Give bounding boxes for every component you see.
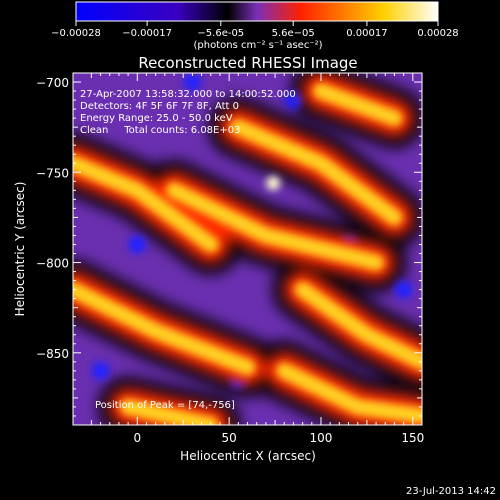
colorbar-ticks: −0.00028 −0.00017 −5.6e-05 5.6e−05 0.00017 0.… xyxy=(51,21,459,39)
x-tick-label-1: 50 xyxy=(221,431,236,445)
annotation-time: 27-Apr-2007 13:58:32.000 to 14:00:52.000 xyxy=(80,89,296,100)
ridge-core-4 xyxy=(294,281,422,370)
negative-spot-5 xyxy=(183,73,202,92)
negative-spot-4 xyxy=(394,280,413,299)
y-tick-label-1: −750 xyxy=(36,166,69,180)
ridge-core-2 xyxy=(166,182,385,271)
colorbar xyxy=(75,1,439,22)
ridge-core-5 xyxy=(120,398,219,425)
axis-ticks: 0 50 100 150 −700 −750 −800 −850 xyxy=(36,72,424,445)
x-tick-label-3: 150 xyxy=(401,431,424,445)
x-tick-label-0: 0 xyxy=(133,431,141,445)
y-axis-label: Heliocentric Y (arcsec) xyxy=(13,182,27,317)
annotation-counts: Clean Total counts: 6.08E+03 xyxy=(80,125,240,136)
colorbar-tick-label-2: −5.6e-05 xyxy=(197,28,244,39)
annotation-energy: Energy Range: 25.0 - 50.0 keV xyxy=(80,113,233,124)
ridge-core-0 xyxy=(73,155,219,253)
ridge-core-6 xyxy=(276,362,422,424)
colorbar-tick-label-1: −0.00017 xyxy=(122,28,172,39)
colorbar-tick-label-4: 0.00017 xyxy=(346,28,387,39)
chart-title: Reconstructed RHESSI Image xyxy=(138,54,357,72)
negative-spot-0 xyxy=(128,235,147,254)
y-tick-label-3: −850 xyxy=(36,347,69,361)
colorbar-tick-label-5: 0.00028 xyxy=(417,28,458,39)
negative-spot-1 xyxy=(91,361,110,380)
colorbar-units: (photons cm⁻² s⁻¹ asec⁻²) xyxy=(193,40,322,51)
x-tick-label-2: 100 xyxy=(310,431,333,445)
y-tick-label-2: −800 xyxy=(36,257,69,271)
x-axis-label: Heliocentric X (arcsec) xyxy=(180,449,316,463)
colorbar-tick-label-3: 5.6e−05 xyxy=(272,28,315,39)
ridge-core-3 xyxy=(73,281,256,376)
timestamp: 23-Jul-2013 14:42 xyxy=(406,486,496,497)
ridge-core-1 xyxy=(230,119,403,226)
heatmap-area xyxy=(73,73,422,425)
peak-marker xyxy=(266,176,281,191)
peak-position-label: Position of Peak = [74,-756] xyxy=(95,400,235,411)
ridge-core-7 xyxy=(312,83,403,127)
negative-spot-6 xyxy=(284,91,303,110)
annotation-detectors: Detectors: 4F 5F 6F 7F 8F, Att 0 xyxy=(80,101,239,112)
colorbar-tick-label-0: −0.00028 xyxy=(51,28,101,39)
y-tick-label-0: −700 xyxy=(36,76,69,90)
